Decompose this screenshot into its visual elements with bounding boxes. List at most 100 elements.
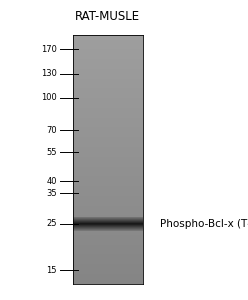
Bar	[73, 86, 143, 87]
Bar	[73, 254, 143, 255]
Bar	[73, 56, 143, 57]
Bar	[73, 270, 143, 271]
Bar	[73, 216, 143, 217]
Bar	[73, 61, 143, 62]
Bar	[73, 231, 143, 232]
Bar	[73, 113, 143, 114]
Bar	[73, 186, 143, 187]
Bar	[73, 196, 143, 197]
Bar	[73, 46, 143, 47]
Bar	[73, 213, 143, 214]
Bar	[73, 166, 143, 167]
Bar	[73, 204, 143, 205]
Bar	[73, 185, 143, 186]
Bar	[73, 139, 143, 140]
Bar	[73, 71, 143, 72]
Bar	[73, 101, 143, 102]
Text: 130: 130	[41, 69, 57, 78]
Bar	[73, 248, 143, 249]
Bar	[73, 138, 143, 139]
Bar	[73, 236, 143, 237]
Text: 100: 100	[41, 93, 57, 102]
Bar	[73, 233, 143, 234]
Text: 70: 70	[46, 126, 57, 135]
Bar	[73, 51, 143, 52]
Bar	[73, 135, 143, 136]
Bar	[73, 147, 143, 148]
Bar	[73, 173, 143, 174]
Bar	[73, 130, 143, 131]
Bar	[73, 48, 143, 49]
Bar	[73, 126, 143, 127]
Bar	[73, 55, 143, 56]
Bar	[73, 128, 143, 129]
Bar	[73, 214, 143, 215]
Bar	[73, 189, 143, 190]
Bar	[73, 41, 143, 42]
Bar	[73, 249, 143, 250]
Bar	[73, 247, 143, 248]
Bar	[73, 145, 143, 146]
Bar	[73, 108, 143, 109]
Bar	[73, 226, 143, 227]
Bar	[73, 256, 143, 257]
Bar	[73, 53, 143, 54]
Bar	[73, 218, 143, 219]
Bar	[73, 151, 143, 152]
Bar	[73, 232, 143, 233]
Bar	[73, 208, 143, 209]
Bar	[73, 274, 143, 275]
Text: 55: 55	[47, 148, 57, 157]
Bar	[73, 100, 143, 101]
Bar	[73, 221, 143, 222]
Bar	[73, 260, 143, 261]
Bar	[73, 181, 143, 182]
Bar	[73, 134, 143, 135]
Bar	[73, 111, 143, 112]
Bar	[73, 191, 143, 192]
Bar	[73, 49, 143, 50]
Bar	[73, 182, 143, 183]
Bar	[73, 198, 143, 199]
Bar	[73, 118, 143, 119]
Bar	[73, 194, 143, 195]
Bar	[73, 271, 143, 272]
Bar	[73, 165, 143, 166]
Bar	[73, 97, 143, 98]
Bar	[73, 74, 143, 75]
Bar	[73, 66, 143, 67]
Bar	[73, 136, 143, 137]
Bar	[73, 120, 143, 121]
Bar	[73, 277, 143, 278]
Bar	[73, 93, 143, 94]
Bar	[73, 197, 143, 198]
Bar	[73, 152, 143, 153]
Bar	[73, 116, 143, 117]
Bar	[73, 161, 143, 162]
Bar	[73, 76, 143, 77]
Bar	[73, 238, 143, 239]
Bar	[73, 114, 143, 115]
Bar	[73, 89, 143, 90]
Bar	[73, 278, 143, 279]
Bar	[73, 129, 143, 130]
Bar	[73, 80, 143, 81]
Bar	[73, 188, 143, 189]
Bar	[73, 90, 143, 91]
Bar	[73, 112, 143, 113]
Text: 25: 25	[47, 219, 57, 228]
Bar	[73, 169, 143, 170]
Bar	[73, 203, 143, 204]
Bar	[73, 180, 143, 181]
Bar	[73, 168, 143, 169]
Bar	[73, 65, 143, 66]
Bar	[73, 184, 143, 185]
Bar	[73, 127, 143, 128]
Bar	[73, 205, 143, 206]
Bar	[73, 176, 143, 177]
Bar	[73, 34, 143, 35]
Bar	[73, 149, 143, 150]
Bar	[73, 246, 143, 247]
Bar	[73, 102, 143, 103]
Bar	[73, 50, 143, 51]
